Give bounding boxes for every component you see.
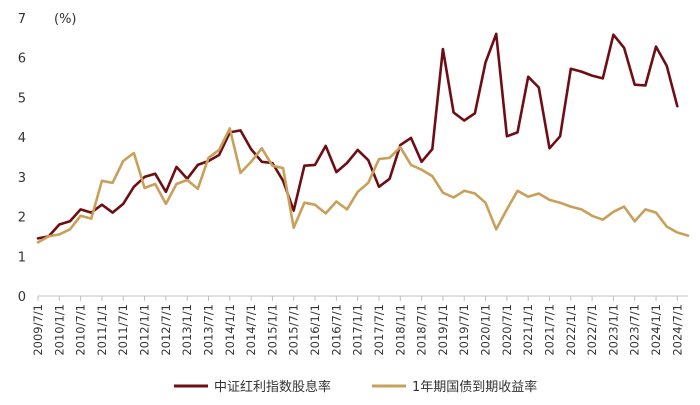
- y-unit-label: (%): [54, 12, 77, 27]
- x-tick-label: 2012/7/1: [159, 304, 173, 356]
- x-tick-label: 2019/7/1: [457, 304, 471, 356]
- x-tick-label: 2018/7/1: [415, 304, 429, 356]
- y-tick-label: 5: [18, 91, 26, 106]
- x-tick-label: 2024/1/1: [649, 304, 663, 356]
- plot-area: [36, 32, 690, 244]
- x-tick-label: 2020/1/1: [479, 304, 493, 356]
- x-tick-label: 2013/7/1: [201, 304, 215, 356]
- x-tick-label: 2014/7/1: [244, 304, 258, 356]
- x-tick-label: 2016/1/1: [308, 304, 322, 356]
- legend-label-dividend-yield: 中证红利指数股息率: [214, 379, 331, 395]
- x-tick-label: 2021/1/1: [521, 304, 535, 356]
- y-tick-label: 1: [18, 250, 26, 265]
- x-tick-label: 2022/7/1: [585, 304, 599, 356]
- legend: 中证红利指数股息率 1年期国债到期收益率: [174, 379, 537, 395]
- x-tick-label: 2017/1/1: [351, 304, 365, 356]
- x-tick-label: 2019/1/1: [436, 304, 450, 356]
- y-tick-label: 2: [18, 211, 26, 226]
- x-tick-label: 2015/7/1: [287, 304, 301, 356]
- y-tick-label: 0: [18, 290, 26, 305]
- y-tick-label: 7: [18, 12, 26, 27]
- x-tick-label: 2016/7/1: [329, 304, 343, 356]
- x-tick-label: 2010/1/1: [52, 304, 66, 356]
- x-tick-label: 2021/7/1: [542, 304, 556, 356]
- series-line-dividend-yield: [36, 32, 679, 240]
- x-tick-label: 2009/7/1: [31, 304, 45, 356]
- x-tick-label: 2018/1/1: [393, 304, 407, 356]
- x-tick-label: 2022/1/1: [564, 304, 578, 356]
- x-tick-label: 2014/1/1: [223, 304, 237, 356]
- x-tick-label: 2011/7/1: [116, 304, 130, 356]
- y-tick-label: 6: [18, 52, 26, 67]
- x-tick-label: 2013/1/1: [180, 304, 194, 356]
- x-tick-label: 2010/7/1: [74, 304, 88, 356]
- x-tick-label: 2023/1/1: [606, 304, 620, 356]
- x-tick-label: 2017/7/1: [372, 304, 386, 356]
- x-tick-label: 2012/1/1: [138, 304, 152, 356]
- x-axis: 2009/7/1 2010/1/1 2010/7/1 2011/1/1 2011/7/1…: [31, 296, 684, 356]
- x-tick-label: 2015/1/1: [265, 304, 279, 356]
- x-tick-label: 2020/7/1: [500, 304, 514, 356]
- x-tick-label: 2011/1/1: [95, 304, 109, 356]
- legend-label-treasury-yield: 1年期国债到期收益率: [412, 379, 537, 395]
- x-tick-label: 2024/7/1: [670, 304, 684, 356]
- series-line-treasury-yield: [36, 127, 690, 244]
- x-tick-label: 2023/7/1: [628, 304, 642, 356]
- y-axis: 0 1 2 3 4 5 6 7: [18, 12, 26, 305]
- y-tick-label: 3: [18, 171, 26, 186]
- y-tick-label: 4: [18, 131, 26, 146]
